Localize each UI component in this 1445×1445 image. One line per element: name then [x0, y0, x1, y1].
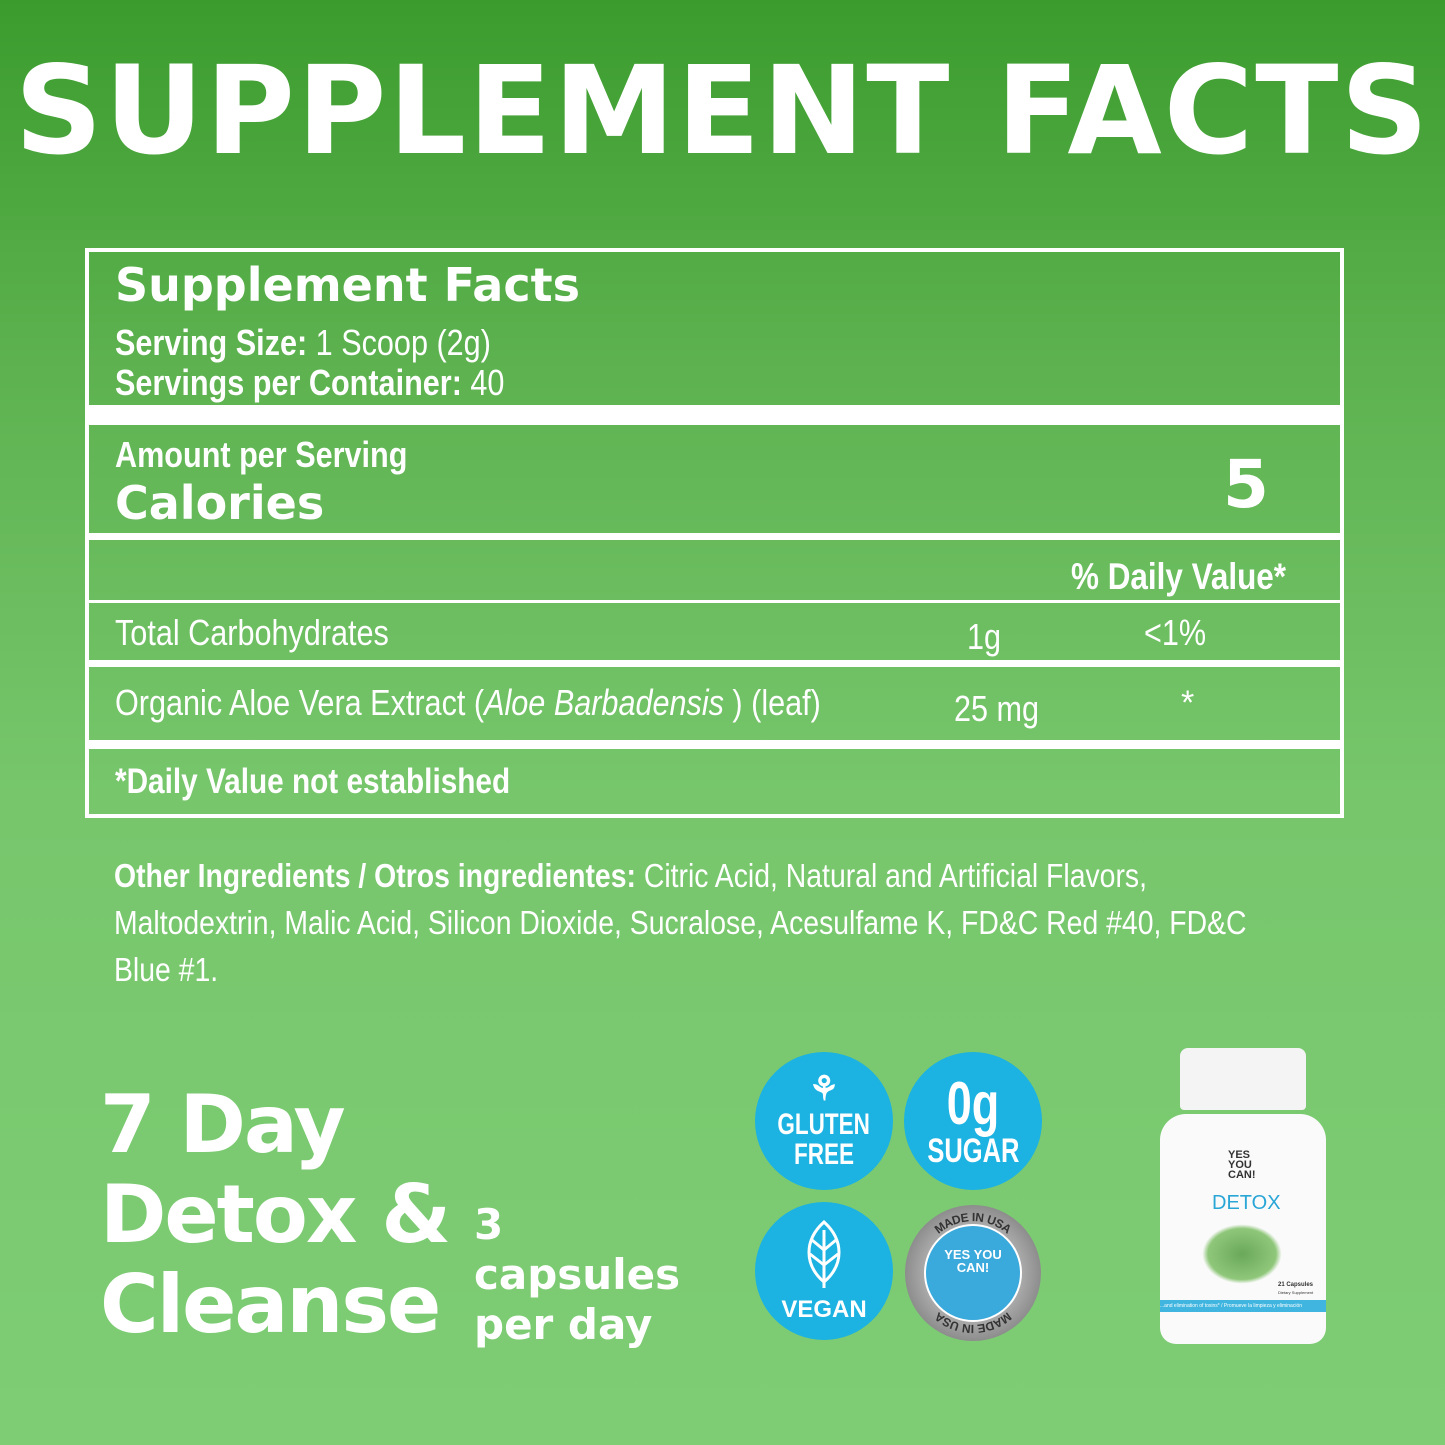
servings-value: 40 [470, 362, 505, 403]
nutrient-name: Total Carbohydrates [115, 612, 389, 653]
other-ingredients-label: Other Ingredients / Otros ingredientes: [114, 857, 636, 894]
servings-label: Servings per Container: [115, 362, 462, 403]
product-bottle: YES YOU CAN! DETOX 21 Capsules Dietary S… [1160, 1048, 1326, 1344]
supplement-facts-panel: Supplement Facts Serving Size: 1 Scoop (… [85, 248, 1344, 818]
nutrient-latin-name: Aloe Barbadensis [484, 682, 724, 723]
promo-headline: 7 Day Detox & Cleanse [100, 1078, 451, 1351]
badge-text: VEGAN [781, 1296, 867, 1323]
amount-per-serving: Amount per Serving [115, 434, 408, 475]
zero-sugar-badge: 0g SUGAR [904, 1052, 1042, 1190]
artichoke-aloe-image [1202, 1224, 1282, 1284]
other-ingredients-text: Citric Acid, Natural and Artificial Flav… [114, 857, 1247, 988]
nutrient-amount: 1g [967, 616, 1002, 657]
nutrient-name-text: ) (leaf) [723, 682, 821, 723]
bottle-cap [1180, 1048, 1306, 1110]
bottle-body: YES YOU CAN! DETOX 21 Capsules Dietary S… [1160, 1114, 1326, 1344]
badge-text: 0g [946, 1070, 1000, 1137]
bottle-brand: YES YOU CAN! [1228, 1149, 1256, 1181]
calories-label: Calories [115, 476, 325, 530]
seal-brand: YES YOU CAN! [944, 1247, 1002, 1275]
leaf-icon [807, 1220, 841, 1288]
badge-text: GLUTEN [777, 1108, 871, 1141]
promo-line: Cleanse [100, 1258, 441, 1351]
promo-line: 7 Day [100, 1078, 346, 1171]
divider [89, 660, 1340, 667]
badge-text: SUGAR [926, 1132, 1020, 1170]
divider [89, 600, 1340, 603]
bottle-sub: Dietary Supplement [1278, 1290, 1314, 1295]
vegan-badge: VEGAN [755, 1202, 893, 1340]
bottle-band: ...and elimination of toxins* / Promueve… [1160, 1300, 1326, 1312]
serving-size-value: 1 Scoop (2g) [315, 322, 491, 363]
divider-thick [89, 405, 1340, 425]
divider [89, 740, 1340, 749]
badge-text: FREE [793, 1138, 854, 1171]
dose-text: per day [474, 1300, 653, 1349]
facts-heading: Supplement Facts [115, 258, 580, 312]
dose-text: capsules [474, 1250, 681, 1299]
gluten-free-badge: ⚘ GLUTEN FREE [755, 1052, 893, 1190]
nutrient-dv: <1% [1144, 612, 1207, 653]
dose-number: 3 [474, 1200, 504, 1249]
wheat-icon: ⚘ [808, 1070, 840, 1108]
nutrient-name-text: Organic Aloe Vera Extract ( [115, 682, 485, 723]
nutrient-dv: * [1181, 684, 1195, 722]
nutrient-name: Organic Aloe Vera Extract (Aloe Barbaden… [115, 682, 821, 724]
bottle-product: DETOX [1212, 1192, 1281, 1214]
made-in-usa-seal: MADE IN USA MADE IN USA YES YOU CAN! [904, 1204, 1042, 1342]
serving-size: Serving Size: 1 Scoop (2g) [115, 322, 491, 364]
footnote: *Daily Value not established [115, 762, 511, 801]
dosage: 3 capsules per day [474, 1200, 680, 1350]
page-title: SUPPLEMENT FACTS [14, 40, 1431, 182]
bottle-count: 21 Capsules [1278, 1282, 1314, 1288]
nutrient-amount: 25 mg [954, 688, 1040, 729]
servings-per-container: Servings per Container: 40 [115, 362, 504, 404]
promo-line: Detox & [100, 1168, 451, 1261]
calories-value: 5 [1223, 446, 1269, 523]
seal-ring: MADE IN USA MADE IN USA [905, 1205, 1041, 1341]
other-ingredients: Other Ingredients / Otros ingredientes: … [114, 852, 1301, 993]
divider-medium [89, 533, 1340, 540]
daily-value-header: % Daily Value* [1071, 556, 1287, 597]
serving-size-label: Serving Size: [115, 322, 308, 363]
